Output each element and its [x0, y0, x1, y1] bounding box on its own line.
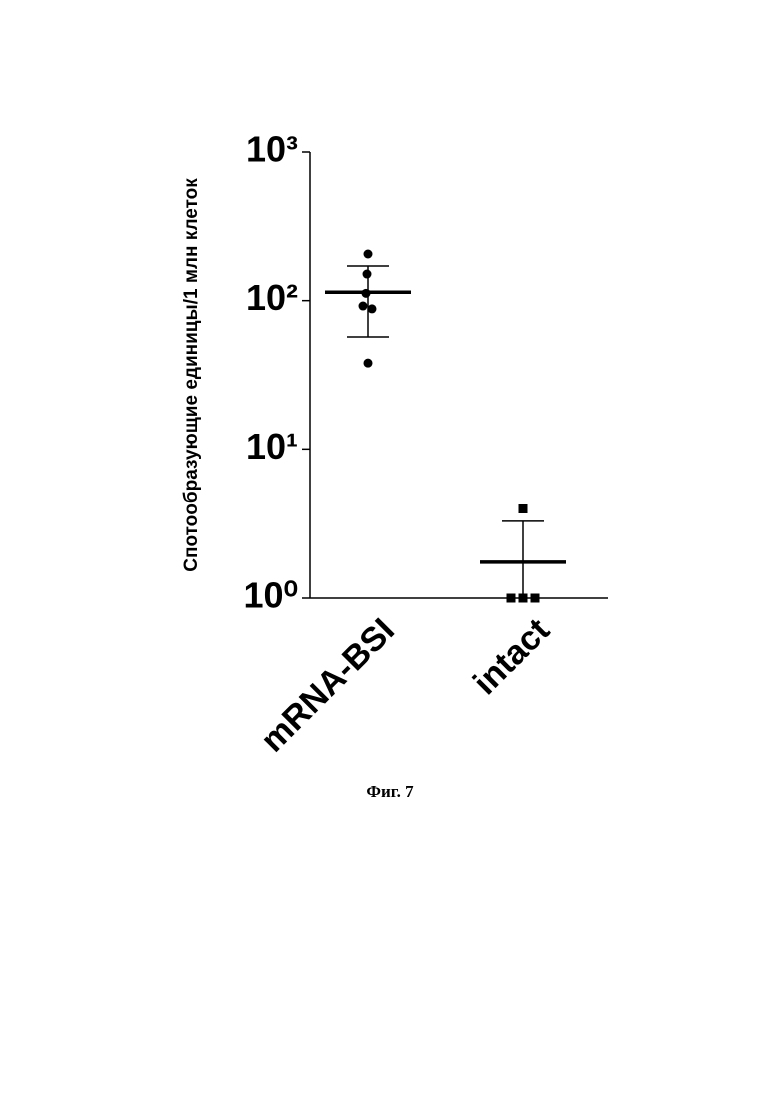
data-point	[519, 504, 528, 513]
x-tick-label: mRNA-BSI	[254, 611, 402, 759]
chart: Спотообразующие единицы/1 млн клеток Фиг…	[0, 0, 780, 1097]
y-tick-label: 10³	[246, 129, 298, 170]
y-tick-label: 10²	[246, 277, 298, 318]
data-point	[364, 250, 373, 259]
y-axis-label: Спотообразующие единицы/1 млн клеток	[181, 178, 202, 572]
caption: Фиг. 7	[366, 782, 414, 801]
y-tick-label: 10¹	[246, 426, 298, 467]
page: Спотообразующие единицы/1 млн клеток Фиг…	[0, 0, 780, 1097]
x-tick-label: intact	[466, 611, 557, 702]
data-point	[359, 302, 368, 311]
data-point	[368, 304, 377, 313]
data-point	[364, 359, 373, 368]
data-point	[519, 594, 528, 603]
data-point	[531, 594, 540, 603]
data-point	[507, 594, 516, 603]
y-tick-label: 10⁰	[244, 575, 298, 616]
data-point	[363, 270, 372, 279]
